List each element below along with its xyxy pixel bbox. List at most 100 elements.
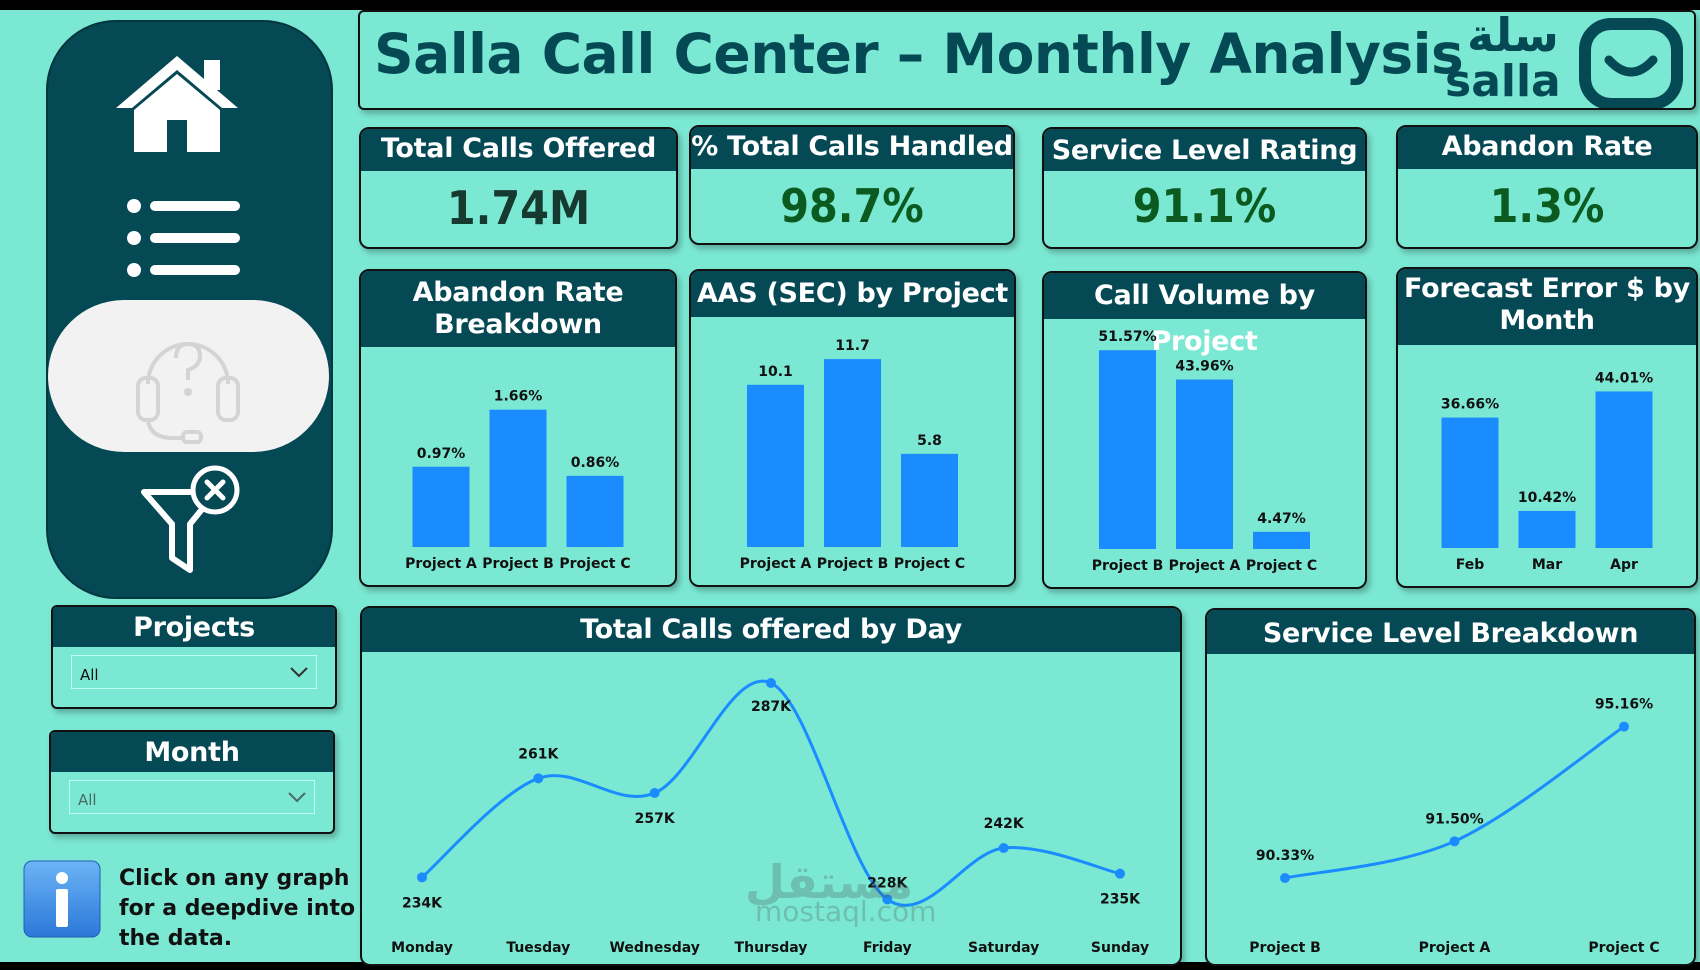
bar[interactable] [489,409,547,547]
data-label: 5.8 [917,433,942,449]
tick-label: Project B [817,556,889,572]
projects-dropdown-value: All [80,666,99,684]
bar[interactable] [1441,417,1499,548]
data-label: 10.1 [758,364,793,380]
bar[interactable] [566,475,624,547]
bar[interactable] [1253,531,1310,549]
aas-bars[interactable]: 10.1 Project A 11.7 Project B 5.8 Project C [691,317,1014,585]
info-hint-text: Click on any graph for a deepdive into t… [119,866,356,951]
data-point[interactable] [766,678,776,688]
nav-sidebar [46,20,333,599]
calls-by-day-line[interactable]: 234K Monday 261K Tuesday 257K Wednesday 287K Th… [362,652,1180,964]
kpi-service-level-rating[interactable]: Service Level Rating 91.1% [1042,127,1367,249]
tick-label: Thursday [735,940,808,956]
data-point[interactable] [882,894,893,905]
bar[interactable] [1518,510,1576,548]
forecast-error-bars[interactable]: 36.66% Feb 10.42% Mar 44.01% Apr [1398,345,1696,586]
month-dropdown[interactable]: All [69,780,315,814]
data-point[interactable] [649,788,660,798]
tick-label: Tuesday [506,940,570,956]
data-label: 287K [751,699,792,715]
tick-label: Project C [894,556,965,572]
kpi-total-calls-handled[interactable]: % Total Calls Handled 98.7% [689,125,1015,245]
salla-bag-icon [1579,18,1683,108]
chart-title: AAS (SEC) by Project [691,271,1014,317]
tick-label: Project C [1588,940,1659,956]
support-headset-icon[interactable] [128,314,248,446]
kpi-value: 91.1% [1132,179,1277,233]
kpi-abandon-rate[interactable]: Abandon Rate 1.3% [1396,125,1698,249]
salla-logo: سلة salla [1445,12,1694,108]
kpi-total-calls-offered[interactable]: Total Calls Offered 1.74M [359,127,678,249]
data-label: 1.66% [494,389,543,405]
data-label: 242K [984,816,1025,832]
tick-label: Project C [559,556,630,572]
bar[interactable] [1595,391,1653,548]
call-volume-bars[interactable]: 51.57% Project B 43.96% Project A 4.47% Proje… [1044,319,1365,587]
chevron-down-icon [288,792,306,803]
data-label: 261K [518,746,559,762]
tick-label: Project B [1092,558,1164,574]
chart-title-line-1: Abandon Rate [412,277,624,308]
tick-label: Mar [1532,557,1562,573]
kpi-value: 98.7% [780,179,924,233]
kpi-value: 1.3% [1489,179,1605,233]
data-label: 234K [402,895,443,911]
bar[interactable] [1099,350,1156,549]
data-point[interactable] [1449,836,1460,847]
clear-filter-icon[interactable] [140,462,250,582]
slicer-projects: Projects All [51,605,337,709]
chart-title: Total Calls offered by Day [362,608,1180,652]
kpi-value: 1.74M [446,181,591,235]
chart-abandon-rate-breakdown[interactable]: Abandon Rate Breakdown 0.97% Project A 1.6… [359,269,677,587]
list-icon[interactable] [126,197,241,279]
page-title: Salla Call Center – Monthly Analysis [374,22,1464,86]
service-level-line[interactable]: 90.33% Project B 91.50% Project A 95.16% Proj… [1207,654,1694,964]
logo-english-text: salla [1445,56,1561,107]
projects-dropdown[interactable]: All [71,655,317,689]
chart-aas-by-project[interactable]: AAS (SEC) by Project 10.1 Project A 11.7 Pr… [689,269,1016,587]
chart-call-volume-by-project[interactable]: Call Volume by Project 51.57% Project B 43… [1042,271,1367,589]
chart-forecast-error-by-month[interactable]: Forecast Error $ by Month 36.66% Feb 10.42… [1396,267,1698,588]
chart-title: Call Volume by Project [1044,273,1365,357]
bar[interactable] [1176,379,1233,549]
chart-title: Abandon Rate Breakdown [361,271,675,347]
tick-label: Project A [405,556,477,572]
chart-calls-offered-by-day[interactable]: Total Calls offered by Day 234K Monday 261… [360,606,1182,966]
logo-arabic-text: سلة [1467,10,1559,62]
data-label: 36.66% [1441,397,1499,413]
tick-label: Project A [740,556,812,572]
slicer-month: Month All [49,730,335,834]
tick-label: Wednesday [609,940,699,956]
bar[interactable] [824,359,881,547]
chart-title-line-2: Month [1499,305,1595,336]
data-point[interactable] [417,872,427,883]
home-icon[interactable] [112,52,242,152]
tick-label: Project A [1419,940,1491,956]
data-label: 4.47% [1257,511,1306,527]
data-point[interactable] [1619,721,1629,732]
data-point[interactable] [1280,872,1290,883]
slicer-label: Month [51,732,333,772]
data-label: 235K [1100,892,1141,908]
tick-label: Friday [863,940,912,956]
data-point[interactable] [998,843,1009,853]
tick-label: Project B [482,556,554,572]
abandon-rate-bars[interactable]: 0.97% Project A 1.66% Project B 0.86% Project… [361,347,675,585]
data-point[interactable] [1115,868,1125,879]
tick-label: Project A [1169,558,1241,574]
tick-label: Saturday [968,940,1039,956]
bar[interactable] [901,453,958,547]
chart-title-line-1: Forecast Error $ by [1404,273,1690,304]
data-label: 43.96% [1175,359,1233,375]
data-point[interactable] [533,773,544,784]
kpi-label: Service Level Rating [1044,129,1365,171]
bar[interactable] [412,466,470,547]
series-line[interactable] [1284,725,1625,880]
bar[interactable] [747,384,804,547]
data-label: 44.01% [1595,370,1653,386]
tick-label: Project C [1246,558,1317,574]
data-label: 228K [867,875,908,891]
data-label: 11.7 [835,338,870,354]
